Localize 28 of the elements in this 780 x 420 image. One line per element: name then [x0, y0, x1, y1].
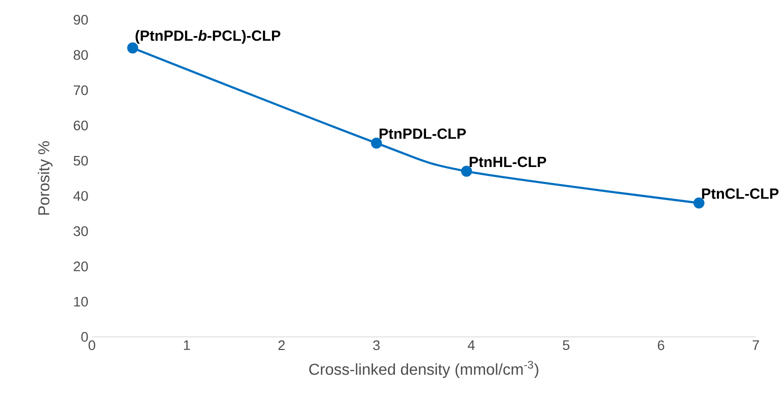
x-axis-title: Cross-linked density (mmol/cm$^{-3}$) [309, 360, 538, 378]
point [127, 42, 138, 54]
y-tick-label: 20 [74, 262, 88, 272]
point [370, 138, 382, 149]
y-tick-label: 90 [74, 14, 88, 25]
y-tick-label: 30 [74, 226, 88, 236]
y-tick-label: 10 [74, 296, 88, 307]
x-tick-label: 1 [184, 340, 190, 350]
x-tick-label: 5 [562, 340, 570, 350]
annotation: PtnPDL-CLP [380, 128, 466, 139]
x-tick-label: 4 [468, 340, 475, 350]
y-tick-label: 80 [74, 50, 88, 60]
annotation: PtnCL-CLP [702, 188, 779, 199]
x-tick-label: 2 [278, 340, 285, 350]
x-tick-label: 6 [658, 340, 664, 350]
y-tick-label: 60 [74, 120, 88, 130]
y-tick-label: 50 [74, 156, 88, 166]
annotation: (PtnPDL-b-PCL)-CLP [136, 30, 280, 44]
annotation: PtnHL-CLP [470, 156, 546, 168]
y-tick-label: 40 [73, 191, 88, 201]
y-axis-title: Porosity % [38, 141, 53, 215]
point [461, 166, 472, 177]
point [693, 198, 704, 209]
x-tick-label: 0 [88, 340, 96, 350]
x-tick-label: 7 [752, 340, 759, 350]
y-tick-label: 0 [81, 332, 88, 342]
x-tick-label: 3 [373, 340, 380, 350]
y-tick-label: 70 [74, 85, 88, 96]
